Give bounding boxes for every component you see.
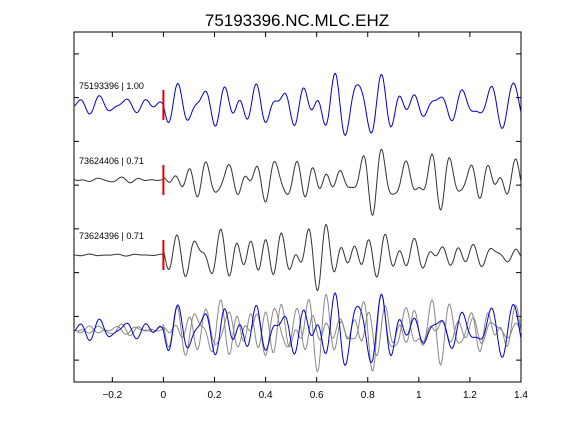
x-tick-label: 0.4 — [259, 390, 273, 401]
x-tick-label: 0.8 — [361, 390, 375, 401]
waveform-trace — [73, 72, 522, 136]
trace-group: 75193396 | 1.00 73624406 | 0.71 73624396 |… — [73, 72, 522, 373]
x-tick-label: 1.4 — [514, 390, 528, 401]
axes-frame — [73, 31, 522, 383]
trace-label: 73624406 | 0.71 — [79, 156, 144, 166]
trace-label: 75193396 | 1.00 — [79, 81, 144, 91]
x-tick-label: 1.2 — [463, 390, 477, 401]
x-tick-label: −0.2 — [102, 390, 122, 401]
chart-title: 75193396.NC.MLC.EHZ — [205, 11, 389, 30]
y-tick-marks — [74, 53, 521, 361]
waveform-trace — [73, 148, 522, 216]
x-tick-label: 0.2 — [208, 390, 222, 401]
waveform-trace — [74, 223, 522, 292]
trace-label: 73624396 | 0.71 — [79, 231, 144, 241]
x-tick-label: 0 — [161, 390, 167, 401]
x-axis: −0.2 0 0.2 0.4 0.6 0.8 1 1.2 1.4 — [102, 32, 528, 401]
x-tick-label: 1 — [416, 390, 422, 401]
x-tick-label: 0.6 — [310, 390, 324, 401]
overlay-trace — [73, 292, 522, 366]
